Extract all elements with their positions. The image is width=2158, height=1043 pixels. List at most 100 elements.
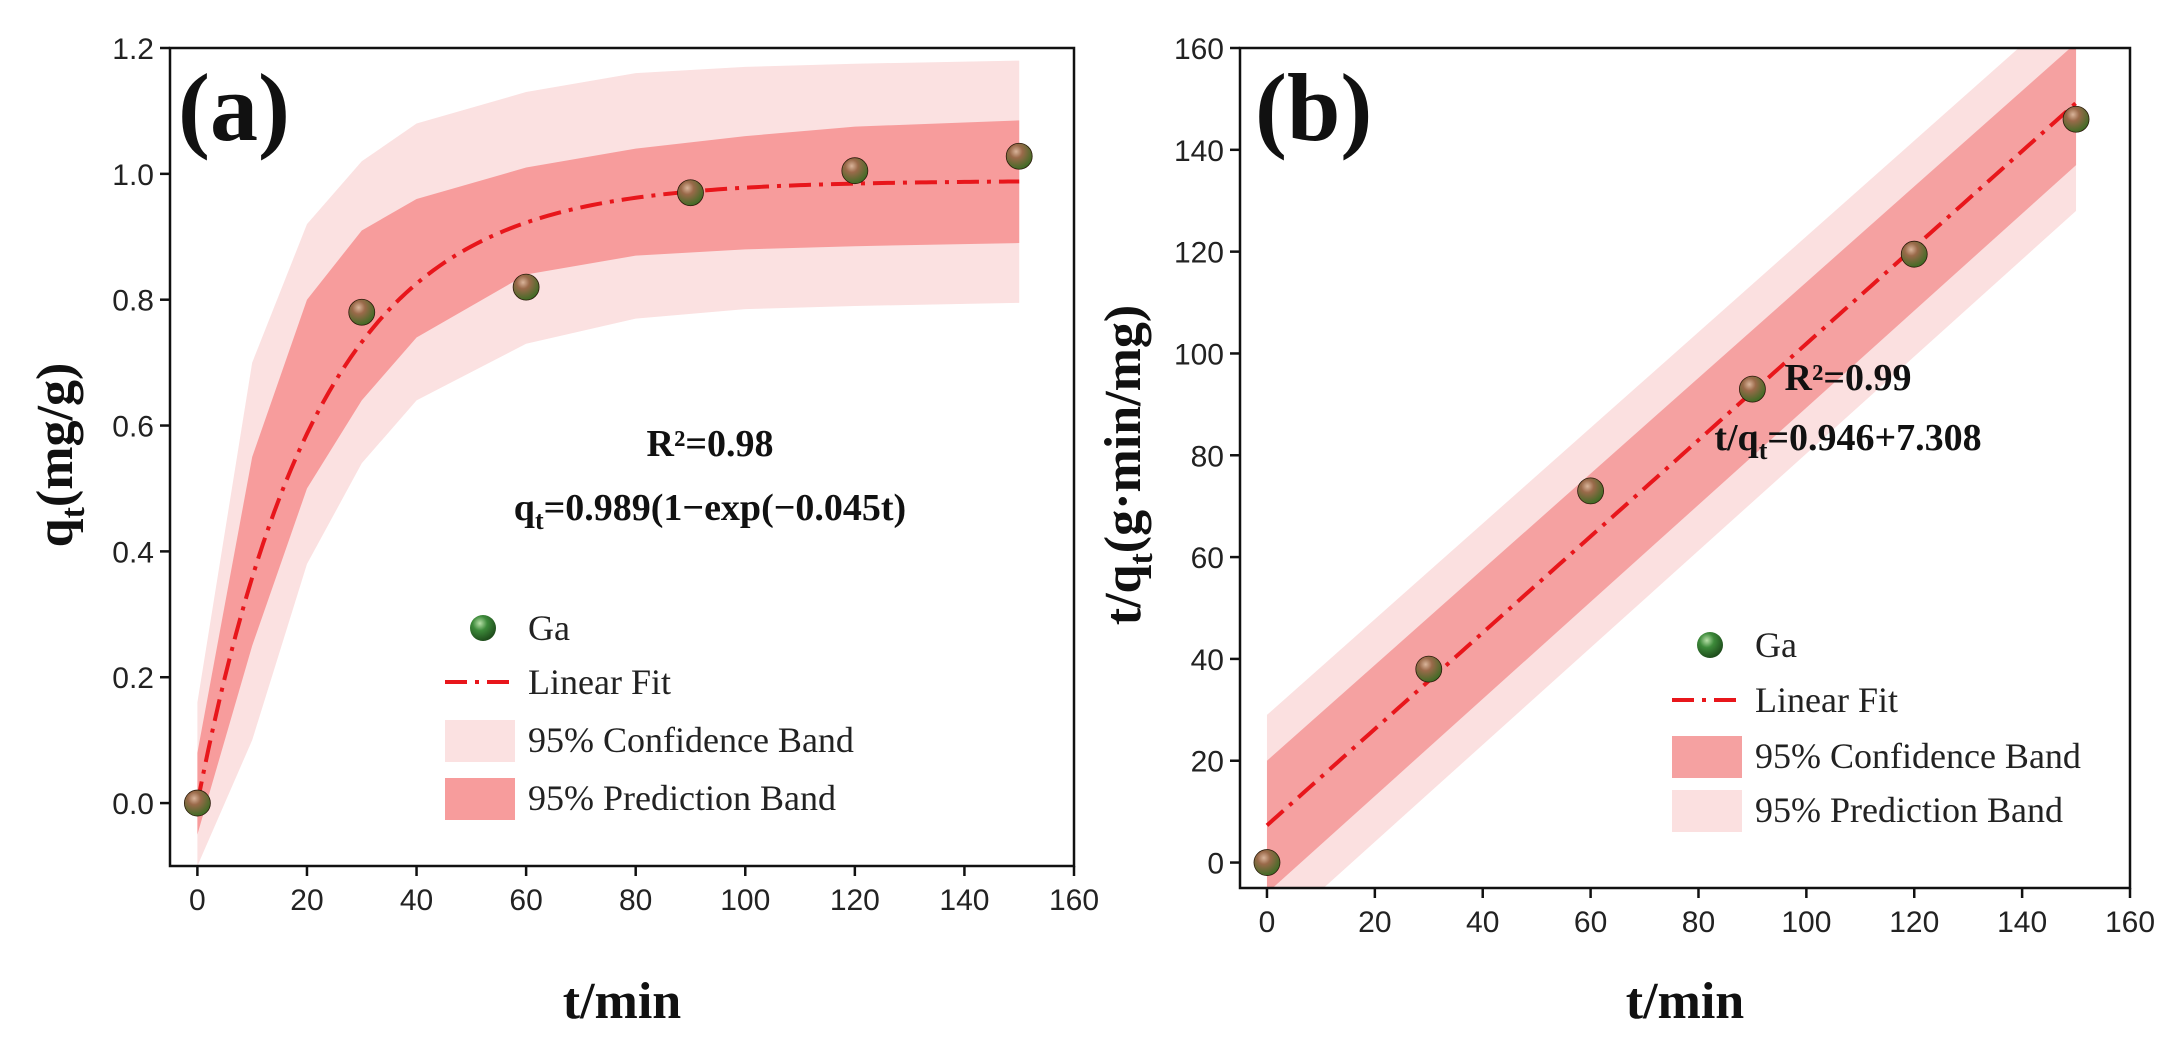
y-tick-label: 120 (1174, 237, 1224, 270)
y-axis-title: qt(mg/g) (27, 363, 92, 548)
y-axis-ticks: 0.0 0.2 0.4 0.6 0.8 1.0 1.2 (112, 33, 170, 821)
confidence-band-area (197, 120, 1020, 835)
y-axis-title-tail: (mg/g) (27, 363, 84, 507)
legend-marker-ga (1697, 632, 1723, 658)
confidence-band (197, 120, 1020, 835)
data-point (1415, 655, 1443, 683)
y-axis-title-sub: t (1123, 553, 1160, 565)
legend-label-prediction: 95% Prediction Band (528, 778, 836, 818)
x-tick-label: 60 (1574, 906, 1607, 939)
x-tick-label: 160 (1049, 884, 1099, 917)
y-tick-label: 40 (1191, 644, 1224, 677)
legend-label-prediction: 95% Prediction Band (1755, 790, 2063, 830)
data-points (1253, 105, 2090, 876)
legend-marker-ga (470, 615, 496, 641)
equation-main: t/q (1714, 417, 1758, 459)
equation-sub: t (535, 506, 544, 535)
y-axis-ticks: 0 20 40 60 80 100 120 140 160 (1174, 33, 1240, 881)
legend-label-fit: Linear Fit (1755, 680, 1898, 720)
equation-tail: =0.989(1−exp(−0.045t) (544, 487, 907, 529)
data-point (1253, 849, 1281, 876)
x-tick-label: 120 (1889, 906, 1939, 939)
y-axis-title-main: t/q (1095, 564, 1152, 625)
x-tick-label: 140 (1997, 906, 2047, 939)
y-tick-label: 1.2 (112, 33, 154, 66)
legend-swatch-confidence (1672, 736, 1742, 778)
equation-annotation: qt=0.989(1−exp(−0.045t) (514, 487, 906, 535)
legend-swatch-confidence (445, 720, 515, 762)
x-tick-label: 60 (509, 884, 542, 917)
x-tick-label: 0 (189, 884, 206, 917)
x-tick-label: 40 (400, 884, 433, 917)
y-tick-label: 1.0 (112, 159, 154, 192)
y-tick-label: 80 (1191, 440, 1224, 473)
data-point (183, 789, 211, 817)
equation-tail: =0.946+7.308 (1767, 417, 1981, 459)
y-tick-label: 0 (1207, 848, 1224, 881)
x-tick-label: 100 (1781, 906, 1831, 939)
panel-label: (a) (178, 54, 290, 161)
data-point (1739, 375, 1766, 403)
legend-swatch-prediction (1672, 790, 1742, 832)
legend-label-fit: Linear Fit (528, 662, 671, 702)
x-tick-label: 120 (830, 884, 880, 917)
data-point (348, 298, 376, 326)
fit-curve (195, 179, 1020, 804)
x-tick-label: 160 (2105, 906, 2155, 939)
y-tick-label: 0.4 (112, 536, 154, 569)
x-axis-ticks: 0 20 40 60 80 100 120 140 160 (189, 866, 1099, 917)
y-axis-title-sub: t (55, 506, 92, 518)
plot-frame (168, 46, 1076, 868)
y-tick-label: 60 (1191, 542, 1224, 575)
legend-swatch-prediction (445, 778, 515, 820)
data-point (1577, 477, 1605, 505)
legend-label-ga: Ga (1755, 625, 1797, 665)
equation-annotation: t/qt=0.946+7.308 (1714, 417, 1981, 465)
legend-label-ga: Ga (528, 608, 570, 648)
panel-b: 0 20 40 60 80 100 120 140 160 0 20 40 60 80 100 120 140… (1095, 33, 2155, 1030)
x-axis-ticks: 0 20 40 60 80 100 120 140 160 (1259, 888, 2155, 939)
r2-annotation: R²=0.99 (1785, 357, 1912, 399)
confidence-band (1266, 48, 2077, 888)
x-axis-title: t/min (563, 973, 682, 1030)
plot-frame (1238, 46, 2132, 890)
confidence-band-area (1266, 48, 2077, 888)
data-point (1900, 240, 1928, 268)
y-axis-title-main: q (27, 518, 84, 547)
y-tick-label: 0.6 (112, 411, 154, 444)
legend: Ga Linear Fit 95% Confidence Band 95% Pr… (1672, 625, 2081, 832)
legend: Ga Linear Fit 95% Confidence Band 95% Pr… (445, 608, 854, 820)
y-axis-title: t/qt(g·min/mg) (1095, 305, 1160, 625)
y-axis-title-tail: (g·min/mg) (1095, 305, 1152, 553)
y-tick-label: 140 (1174, 135, 1224, 168)
x-tick-label: 80 (1682, 906, 1715, 939)
y-tick-label: 160 (1174, 33, 1224, 66)
x-tick-label: 100 (720, 884, 770, 917)
panel-label: (b) (1255, 54, 1372, 161)
equation-main: q (514, 487, 535, 529)
data-point (841, 157, 869, 185)
data-points (183, 142, 1033, 817)
data-point (1005, 142, 1033, 170)
y-tick-label: 20 (1191, 746, 1224, 779)
legend-label-confidence: 95% Confidence Band (1755, 736, 2081, 776)
data-point (512, 273, 540, 301)
x-tick-label: 20 (1358, 906, 1391, 939)
y-tick-label: 0.2 (112, 662, 154, 695)
y-tick-label: 100 (1174, 338, 1224, 371)
r2-annotation: R²=0.98 (647, 423, 774, 465)
legend-label-confidence: 95% Confidence Band (528, 720, 854, 760)
x-tick-label: 140 (939, 884, 989, 917)
data-point (677, 179, 704, 207)
x-tick-label: 0 (1259, 906, 1276, 939)
y-tick-label: 0.0 (112, 788, 154, 821)
y-tick-label: 0.8 (112, 285, 154, 318)
data-point (2062, 105, 2090, 133)
fit-line (1265, 101, 2078, 827)
equation-sub: t (1759, 436, 1768, 465)
x-axis-title: t/min (1626, 973, 1745, 1030)
x-tick-label: 80 (619, 884, 652, 917)
x-tick-label: 40 (1466, 906, 1499, 939)
x-tick-label: 20 (290, 884, 323, 917)
